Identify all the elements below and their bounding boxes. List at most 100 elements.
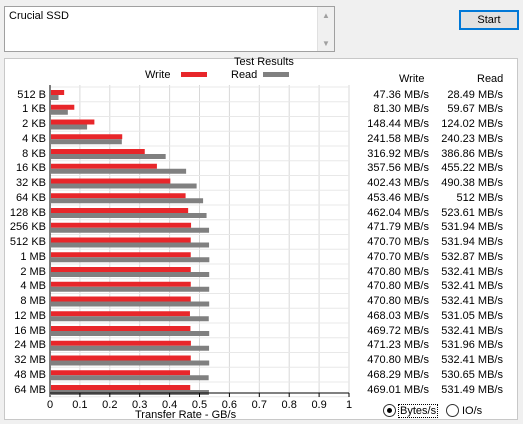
write-bar bbox=[51, 355, 191, 361]
io-per-second-radio[interactable]: IO/s bbox=[446, 404, 482, 417]
x-tick-label: 0.8 bbox=[282, 399, 297, 411]
write-value: 470.70 MB/s bbox=[367, 250, 429, 263]
write-bar bbox=[51, 134, 123, 140]
read-value: 532.87 MB/s bbox=[441, 250, 503, 263]
write-value: 241.58 MB/s bbox=[367, 132, 429, 145]
io-radio-circle[interactable] bbox=[446, 404, 459, 417]
write-bar bbox=[51, 104, 75, 110]
read-value: 532.41 MB/s bbox=[441, 265, 503, 278]
write-value: 470.80 MB/s bbox=[367, 295, 429, 307]
read-bar bbox=[51, 124, 88, 130]
read-value: 124.02 MB/s bbox=[441, 118, 503, 130]
read-value: 531.05 MB/s bbox=[441, 309, 503, 322]
row-label: 64 KB bbox=[16, 191, 46, 204]
bytes-radio-label[interactable]: Bytes/s bbox=[397, 403, 439, 418]
write-value: 316.92 MB/s bbox=[367, 147, 429, 160]
read-bar bbox=[51, 109, 68, 115]
read-value: 386.86 MB/s bbox=[441, 147, 503, 160]
row-label: 128 KB bbox=[9, 206, 46, 219]
x-tick-label: 0.3 bbox=[132, 399, 147, 411]
legend-read-swatch bbox=[263, 72, 289, 77]
row-label: 16 KB bbox=[16, 162, 46, 175]
read-bar bbox=[51, 257, 210, 263]
bytes-radio-circle[interactable] bbox=[383, 404, 396, 417]
write-bar bbox=[51, 90, 65, 95]
read-value: 490.38 MB/s bbox=[441, 177, 503, 189]
write-bar bbox=[51, 119, 95, 125]
x-tick-label: 0.6 bbox=[222, 399, 237, 411]
row-label: 32 MB bbox=[14, 354, 46, 366]
x-tick-label: 0.1 bbox=[72, 399, 87, 411]
write-bar bbox=[51, 385, 191, 390]
write-value: 470.80 MB/s bbox=[367, 280, 429, 293]
row-label: 4 MB bbox=[20, 280, 46, 293]
write-value: 468.29 MB/s bbox=[367, 368, 429, 381]
x-tick-label: 0 bbox=[47, 399, 53, 411]
read-bar bbox=[51, 227, 210, 233]
read-value: 532.41 MB/s bbox=[441, 354, 503, 366]
read-bar bbox=[51, 286, 210, 292]
read-bar bbox=[51, 272, 210, 277]
read-value: 530.65 MB/s bbox=[441, 368, 503, 381]
write-bar bbox=[51, 193, 186, 199]
row-label: 64 MB bbox=[14, 383, 46, 396]
read-bar bbox=[51, 301, 210, 307]
x-tick-label: 0.9 bbox=[311, 399, 326, 411]
write-value: 47.36 MB/s bbox=[373, 88, 429, 101]
row-label: 8 MB bbox=[20, 295, 46, 307]
write-bar bbox=[51, 267, 191, 272]
row-label: 32 KB bbox=[16, 177, 46, 189]
row-label: 16 MB bbox=[14, 324, 46, 337]
description-textbox[interactable]: Crucial SSD ▲ ▼ bbox=[4, 6, 335, 52]
write-bar bbox=[51, 163, 157, 169]
read-value: 455.22 MB/s bbox=[441, 162, 503, 175]
write-bar bbox=[51, 149, 145, 154]
legend-write-label: Write bbox=[145, 69, 171, 81]
scroll-down-icon[interactable]: ▼ bbox=[322, 38, 330, 48]
x-axis-title: Transfer Rate - GB/s bbox=[135, 409, 237, 421]
scroll-up-icon[interactable]: ▲ bbox=[322, 10, 330, 20]
read-value: 28.49 MB/s bbox=[447, 88, 503, 101]
write-value: 148.44 MB/s bbox=[367, 118, 429, 130]
read-bar bbox=[51, 316, 209, 322]
description-scrollbar[interactable]: ▲ ▼ bbox=[317, 7, 334, 51]
read-value: 59.67 MB/s bbox=[447, 103, 503, 116]
column-header-write: Write bbox=[399, 73, 425, 85]
write-bar bbox=[51, 178, 171, 184]
write-value: 470.80 MB/s bbox=[367, 265, 429, 278]
write-bar bbox=[51, 222, 192, 228]
write-bar bbox=[51, 237, 191, 243]
write-value: 462.04 MB/s bbox=[367, 206, 429, 219]
read-bar bbox=[51, 154, 166, 159]
write-bar bbox=[51, 340, 191, 346]
read-bar bbox=[51, 139, 122, 145]
bytes-per-second-radio[interactable]: Bytes/s bbox=[383, 403, 439, 418]
read-bar bbox=[51, 198, 204, 204]
read-bar bbox=[51, 95, 59, 100]
row-label: 4 KB bbox=[22, 132, 46, 145]
write-bar bbox=[51, 281, 191, 287]
write-bar bbox=[51, 370, 191, 376]
read-value: 531.94 MB/s bbox=[441, 221, 503, 234]
write-value: 469.72 MB/s bbox=[367, 324, 429, 337]
row-label: 512 KB bbox=[9, 236, 46, 248]
write-value: 468.03 MB/s bbox=[367, 309, 429, 322]
write-value: 453.46 MB/s bbox=[367, 191, 429, 204]
write-value: 470.80 MB/s bbox=[367, 354, 429, 366]
read-value: 532.41 MB/s bbox=[441, 324, 503, 337]
read-value: 532.41 MB/s bbox=[441, 295, 503, 307]
write-bar bbox=[51, 311, 190, 317]
write-value: 402.43 MB/s bbox=[367, 177, 429, 189]
x-tick-label: 1 bbox=[346, 399, 352, 411]
read-bar bbox=[51, 360, 210, 366]
write-value: 471.79 MB/s bbox=[367, 221, 429, 234]
row-label: 1 KB bbox=[22, 103, 46, 116]
read-value: 532.41 MB/s bbox=[441, 280, 503, 293]
row-label: 8 KB bbox=[22, 147, 46, 160]
panel-title: Test Results bbox=[234, 56, 294, 68]
read-bar bbox=[51, 331, 210, 336]
io-radio-label[interactable]: IO/s bbox=[462, 404, 483, 417]
start-button[interactable]: Start bbox=[459, 10, 519, 30]
write-bar bbox=[51, 208, 189, 213]
row-label: 2 KB bbox=[22, 118, 46, 130]
